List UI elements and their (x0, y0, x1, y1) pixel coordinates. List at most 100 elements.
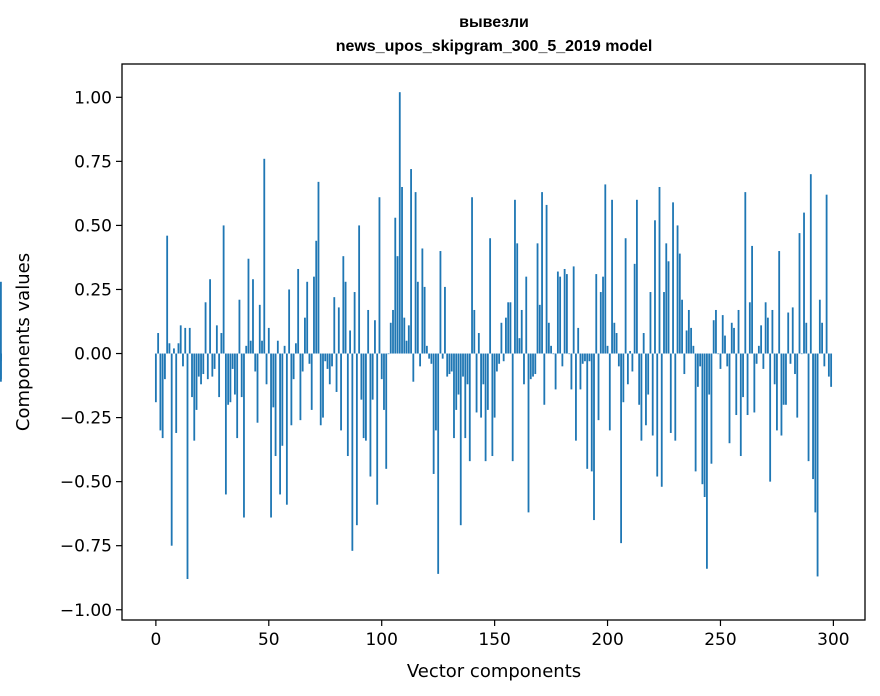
bar-17 (193, 353, 196, 441)
bar-270 (764, 302, 767, 354)
bar-13 (184, 327, 187, 354)
bar-undefined (0, 353, 2, 382)
bar-244 (706, 353, 708, 569)
bar-143 (477, 333, 480, 354)
bar-61 (292, 353, 295, 380)
bar-234 (683, 353, 686, 375)
bar-63 (297, 268, 300, 354)
bar-157 (509, 302, 512, 354)
bar-225 (663, 292, 665, 354)
bar-86 (349, 330, 351, 354)
bar-261 (744, 192, 747, 354)
bar-108 (398, 92, 401, 354)
bar-256 (733, 327, 735, 354)
bar-96 (371, 353, 374, 400)
bar-116 (416, 281, 419, 354)
bar-204 (615, 333, 618, 354)
bar-37 (238, 299, 241, 354)
bar-285 (798, 233, 801, 354)
bar-278 (782, 353, 785, 405)
bar-289 (807, 353, 810, 462)
bar-5 (166, 235, 169, 354)
bar-250 (719, 353, 722, 369)
bar-246 (710, 353, 713, 464)
x-tick-label-150: 150 (478, 630, 510, 650)
bar-171 (541, 192, 543, 354)
bar-206 (620, 353, 622, 544)
bar-155 (505, 317, 507, 354)
bar-59 (288, 289, 291, 354)
bar-15 (188, 327, 191, 354)
bar-33 (229, 353, 232, 403)
bar-189 (581, 353, 584, 364)
bar-287 (803, 212, 805, 354)
bar-290 (809, 174, 812, 354)
bar-145 (482, 353, 485, 385)
bar-102 (385, 353, 388, 469)
bar-92 (362, 353, 365, 439)
bar-240 (696, 353, 699, 387)
bar-286 (800, 353, 803, 355)
bar-156 (507, 302, 510, 354)
bar-8 (173, 348, 175, 354)
bar-179 (559, 276, 562, 354)
bar-31 (224, 353, 227, 495)
bar-247 (712, 320, 715, 354)
bar-19 (197, 353, 200, 377)
bar-56 (281, 353, 284, 446)
bar-115 (414, 192, 417, 354)
bar-21 (202, 353, 205, 375)
bar-38 (240, 353, 243, 398)
bar-221 (654, 220, 656, 354)
bar-233 (681, 299, 683, 354)
bar-149 (491, 353, 494, 457)
bar-217 (645, 353, 647, 426)
bar-173 (545, 204, 548, 354)
y-tick-label-5: 0.25 (74, 280, 112, 300)
bar-130 (448, 353, 451, 375)
bar-44 (254, 353, 257, 372)
bar-260 (742, 353, 744, 398)
bar-72 (317, 181, 320, 354)
bar-88 (353, 292, 356, 354)
bar-164 (525, 276, 528, 354)
bar-255 (730, 322, 733, 354)
bar-219 (649, 292, 652, 354)
bar-62 (294, 343, 297, 354)
bar-269 (762, 353, 765, 369)
bar-175 (550, 345, 552, 354)
plot-area-frame (121, 63, 866, 621)
bar-232 (678, 253, 681, 354)
bar-191 (586, 353, 589, 469)
y-tick-label-8: 1.00 (74, 88, 112, 108)
y-tick-label-1: −0.75 (60, 537, 112, 557)
bar-69 (310, 353, 313, 410)
bar-165 (527, 353, 530, 513)
bar-167 (532, 353, 534, 377)
bar-296 (823, 353, 826, 367)
bar-263 (748, 302, 751, 354)
bar-70 (313, 276, 315, 354)
bar-126 (439, 251, 442, 354)
bar-111 (405, 340, 408, 354)
bar-160 (516, 243, 519, 354)
bar-32 (227, 353, 230, 405)
bar-228 (669, 353, 672, 433)
bar-27 (215, 325, 218, 354)
bar-11 (179, 325, 182, 354)
y-tick-label-4: 0.00 (74, 345, 112, 365)
bar-199 (604, 184, 607, 354)
bar-100 (380, 353, 383, 380)
bar-23 (206, 353, 209, 380)
bar-266 (755, 353, 758, 364)
bar-73 (319, 353, 322, 426)
bar-180 (561, 353, 564, 367)
bar-208 (624, 238, 627, 354)
bar-110 (403, 317, 406, 354)
bar-137 (464, 353, 467, 439)
bar-288 (805, 322, 808, 354)
bar-212 (633, 263, 636, 354)
bar-91 (360, 353, 363, 400)
bar-271 (766, 317, 769, 354)
bar-49 (265, 353, 268, 385)
